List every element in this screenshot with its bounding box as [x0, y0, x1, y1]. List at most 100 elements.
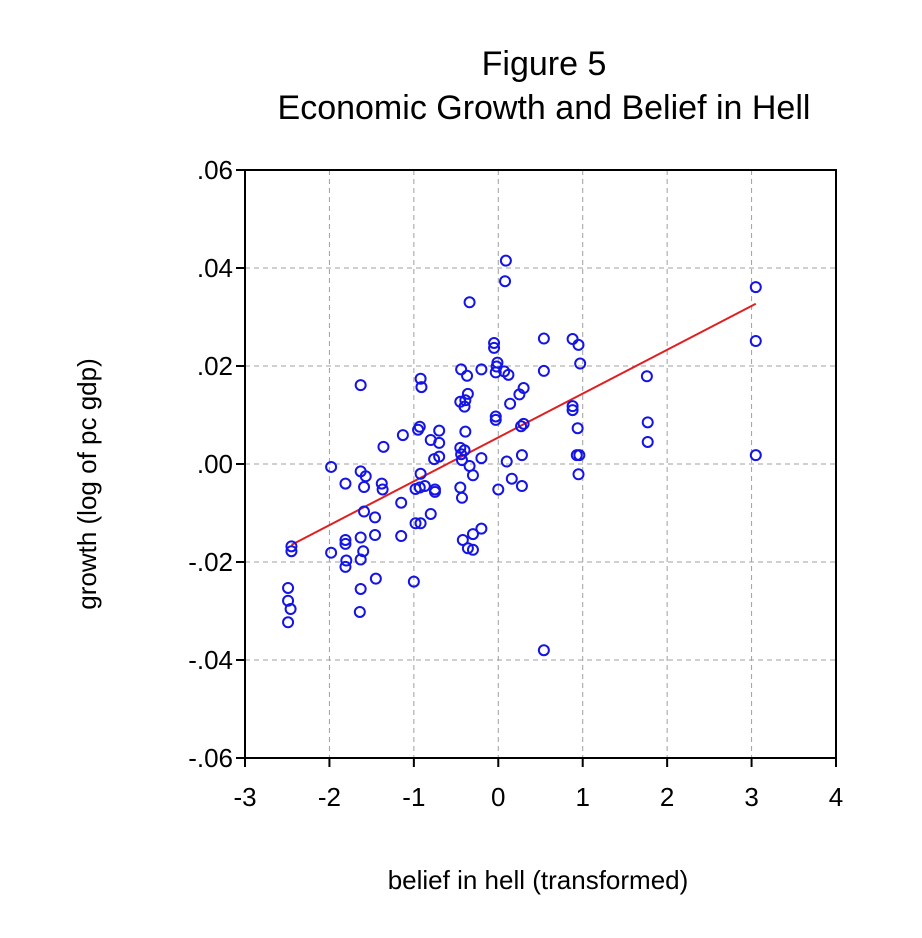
data-point [325, 460, 338, 473]
data-point [396, 429, 409, 442]
data-point [325, 546, 338, 559]
gridlines [245, 170, 836, 758]
data-point [537, 364, 550, 377]
data-point [424, 507, 437, 520]
data-point [376, 483, 389, 496]
data-point [488, 341, 501, 354]
data-point [489, 413, 502, 426]
data-point [340, 554, 353, 567]
data-point [395, 496, 408, 509]
data-point [571, 422, 584, 435]
data-point [513, 388, 526, 401]
x-axis-label: belief in hell (transformed) [388, 865, 689, 895]
fit-line-layer [290, 302, 757, 546]
data-point [489, 410, 502, 423]
data-point [359, 470, 372, 483]
data-point [749, 281, 762, 294]
data-point [339, 560, 352, 573]
data-point [354, 531, 367, 544]
data-point [502, 368, 515, 381]
y-tick-labels: .06 .04 .02 .00 -.02 -.04 -.06 [188, 155, 233, 773]
data-point [412, 423, 425, 436]
data-point [499, 254, 512, 267]
data-point [433, 436, 446, 449]
plot-frame [244, 169, 837, 759]
data-point [354, 582, 367, 595]
data-point [354, 379, 367, 392]
data-point [459, 425, 472, 438]
data-point [353, 605, 366, 618]
x-tick-label: 4 [829, 782, 843, 812]
data-point [566, 400, 579, 413]
data-point [409, 517, 422, 530]
data-point [357, 545, 370, 558]
data-point [428, 453, 441, 466]
chart-subtitle: Economic Growth and Belief in Hell [278, 89, 811, 127]
data-point [463, 296, 476, 309]
data-point [749, 335, 762, 348]
data-point [461, 542, 474, 555]
y-tick-label: -.06 [188, 743, 233, 773]
data-point [395, 530, 408, 543]
data-point [749, 449, 762, 462]
data-point [455, 491, 468, 504]
data-point [573, 449, 586, 462]
data-point [456, 533, 469, 546]
x-tick-label: -2 [318, 782, 341, 812]
data-point [354, 553, 367, 566]
data-point [428, 485, 441, 498]
data-point [505, 472, 518, 485]
data-point [284, 603, 297, 616]
data-point [285, 545, 298, 558]
data-point [500, 455, 513, 468]
data-point [475, 522, 488, 535]
chart-title: Figure 5 [482, 45, 607, 83]
y-tick-label: -.04 [188, 645, 233, 675]
data-point [282, 581, 295, 594]
data-point [475, 452, 488, 465]
y-tick-label: .04 [197, 253, 233, 283]
data-point [466, 543, 479, 556]
x-tick-labels: -3 -2 -1 0 1 2 3 4 [233, 782, 843, 812]
data-point [414, 372, 427, 385]
data-point [285, 540, 298, 553]
data-points [282, 254, 762, 657]
data-point [455, 454, 468, 467]
data-point [641, 435, 654, 448]
data-point [369, 529, 382, 542]
data-point [461, 387, 474, 400]
data-point [641, 416, 654, 429]
data-point [339, 477, 352, 490]
data-point [499, 275, 512, 288]
y-tick-label: -.02 [188, 547, 233, 577]
data-point [459, 394, 472, 407]
axis-ticks [236, 169, 837, 767]
fit-line [290, 302, 757, 546]
data-point [414, 467, 427, 480]
data-point [282, 594, 295, 607]
data-point [572, 338, 585, 351]
data-point [369, 511, 382, 524]
data-point [433, 424, 446, 437]
data-point [466, 469, 479, 482]
data-point [515, 449, 528, 462]
data-point [377, 440, 390, 453]
data-point [566, 404, 579, 417]
data-point [574, 357, 587, 370]
data-point [455, 448, 468, 461]
data-point [537, 644, 550, 657]
y-axis-label: growth (log of pc gdp) [72, 358, 102, 609]
y-tick-label: .06 [197, 155, 233, 185]
data-point [572, 468, 585, 481]
data-point [369, 572, 382, 585]
data-point [475, 363, 488, 376]
data-point [492, 483, 505, 496]
data-point [461, 369, 474, 382]
data-point [640, 370, 653, 383]
y-tick-label: .00 [197, 449, 233, 479]
data-point [282, 616, 295, 629]
data-point [409, 482, 422, 495]
data-point [566, 333, 579, 346]
x-tick-label: -1 [402, 782, 425, 812]
